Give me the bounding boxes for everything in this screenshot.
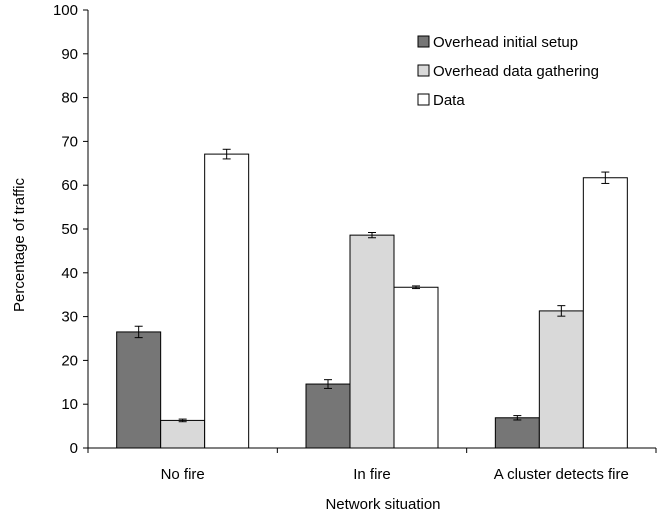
- bar-overhead-initial-setup-a-cluster-detects-fire: [494, 417, 540, 449]
- bar-overhead-data-gathering-no-fire: [160, 419, 206, 449]
- x-category-label-a-cluster-detects-fire: A cluster detects fire: [494, 466, 629, 483]
- legend-swatch-overhead-data-gathering: [417, 64, 430, 77]
- y-tick-label: 20: [61, 352, 78, 369]
- legend-swatch-data: [417, 93, 430, 106]
- y-tick-label: 30: [61, 309, 78, 326]
- legend: Overhead initial setup Overhead data gat…: [417, 34, 599, 109]
- bar-overhead-initial-setup-no-fire: [116, 331, 162, 449]
- bar-data-no-fire: [204, 153, 250, 449]
- y-tick-label: 60: [61, 177, 78, 194]
- y-tick-label: 40: [61, 265, 78, 282]
- legend-label-data: Data: [433, 92, 465, 109]
- y-axis-title: Percentage of traffic: [11, 178, 28, 312]
- bars: [116, 148, 628, 449]
- y-tick-label: 90: [61, 46, 78, 63]
- y-axis-ticks: 0 10 20 30 40 50 60 70 80 90 100: [53, 2, 88, 457]
- y-tick-label: 0: [70, 440, 78, 457]
- y-tick-label: 70: [61, 133, 78, 150]
- y-tick-label: 80: [61, 90, 78, 107]
- x-category-label-no-fire: No fire: [161, 466, 205, 483]
- y-tick-label: 50: [61, 221, 78, 238]
- bar-overhead-initial-setup-in-fire: [305, 383, 351, 449]
- y-tick-label: 100: [53, 2, 78, 19]
- bar-data-in-fire: [393, 286, 439, 449]
- x-axis-title: Network situation: [325, 496, 440, 513]
- x-axis-categories: No fire In fire A cluster detects fire: [87, 448, 657, 483]
- legend-swatch-overhead-initial-setup: [417, 35, 430, 48]
- y-tick-label: 10: [61, 396, 78, 413]
- x-category-label-in-fire: In fire: [353, 466, 391, 483]
- legend-label-overhead-initial-setup: Overhead initial setup: [433, 34, 578, 51]
- bar-data-a-cluster-detects-fire: [582, 177, 628, 449]
- bar-overhead-data-gathering-a-cluster-detects-fire: [538, 310, 584, 449]
- legend-label-overhead-data-gathering: Overhead data gathering: [433, 63, 599, 80]
- bar-overhead-data-gathering-in-fire: [349, 234, 395, 449]
